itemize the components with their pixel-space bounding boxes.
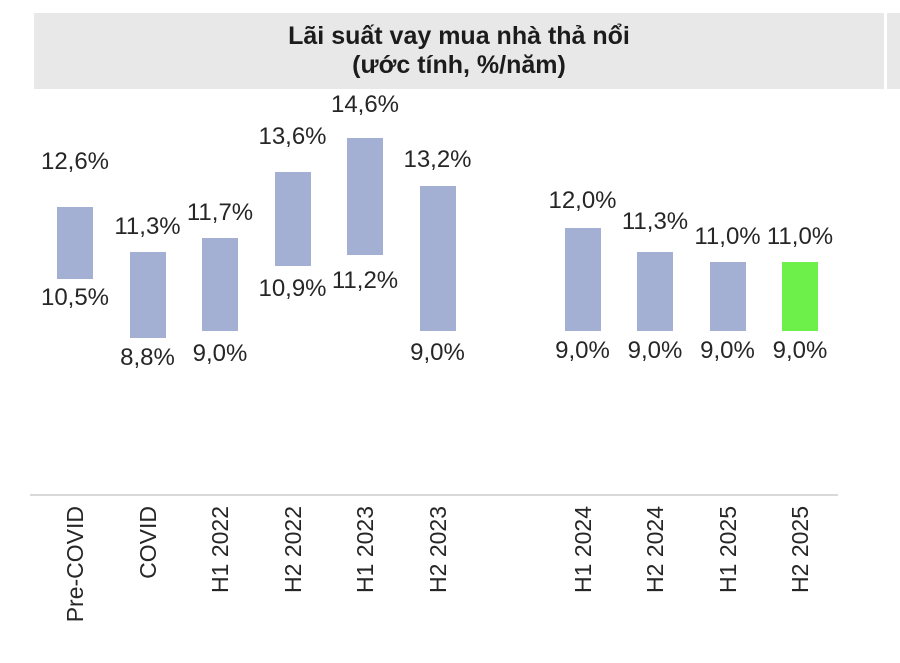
value-label-high-h1-2024: 12,0% <box>548 186 617 214</box>
value-label-low-covid: 8,8% <box>120 344 175 371</box>
value-label-high-h1-2025: 11,0% <box>694 223 761 251</box>
value-label-high-h2-2022: 13,6% <box>258 123 327 151</box>
x-axis-label-h2-2023: H2 2023 <box>424 506 451 593</box>
chart-subtitle: (ước tính, %/năm) <box>352 51 566 79</box>
x-axis-label-covid: COVID <box>134 506 161 579</box>
value-label-low-h1-2022: 9,0% <box>192 340 248 368</box>
x-axis-line <box>30 494 838 496</box>
range-bar-h2-2024 <box>637 251 673 332</box>
value-label-low-h2-2022: 10,9% <box>258 274 327 302</box>
x-axis-label-h2-2024: H2 2024 <box>642 506 668 593</box>
chart-title: Lãi suất vay mua nhà thả nổi <box>288 22 630 50</box>
value-label-high-h2-2024: 11,3% <box>621 207 689 235</box>
x-axis-label-h1-2024: H1 2024 <box>569 506 596 593</box>
value-label-low-h2-2024: 9,0% <box>627 337 683 365</box>
range-bar-covid <box>129 251 166 338</box>
range-bar-h2-2022 <box>274 172 311 266</box>
value-label-low-h1-2024: 9,0% <box>555 337 610 365</box>
value-label-high-h2-2023: 13,2% <box>403 146 472 174</box>
range-bar-pre-covid <box>57 206 93 280</box>
value-label-high-pre-covid: 12,6% <box>40 147 110 175</box>
range-bar-h1-2024 <box>564 227 601 332</box>
x-axis-label-h2-2022: H2 2022 <box>279 506 306 593</box>
value-label-high-covid: 11,3% <box>114 212 181 240</box>
value-label-low-h1-2023: 11,2% <box>331 267 399 295</box>
value-label-low-h1-2025: 9,0% <box>700 337 755 365</box>
range-bar-h2-2025 <box>782 262 818 332</box>
x-axis-label-h2-2025: H2 2025 <box>787 506 813 593</box>
value-label-high-h1-2022: 11,7% <box>186 198 254 226</box>
chart-title-block: Lãi suất vay mua nhà thả nổi (ước tính, … <box>34 13 884 89</box>
range-bar-h1-2025 <box>709 262 746 332</box>
x-axis-label-h1-2022: H1 2022 <box>207 506 233 593</box>
range-bar-h1-2022 <box>202 237 238 332</box>
value-label-low-h2-2025: 9,0% <box>772 337 828 365</box>
adjacent-panel-sliver <box>887 13 900 89</box>
value-label-low-h2-2023: 9,0% <box>410 339 465 367</box>
value-label-high-h2-2025: 11,0% <box>766 223 834 251</box>
x-axis-label-h1-2023: H1 2023 <box>352 506 378 593</box>
x-axis-label-h1-2025: H1 2025 <box>714 506 741 593</box>
range-bar-h1-2023 <box>347 137 383 256</box>
value-label-high-h1-2023: 14,6% <box>330 90 400 118</box>
x-axis-label-pre-covid: Pre-COVID <box>62 506 88 623</box>
range-bar-h2-2023 <box>419 186 456 332</box>
value-label-low-pre-covid: 10,5% <box>40 284 110 312</box>
